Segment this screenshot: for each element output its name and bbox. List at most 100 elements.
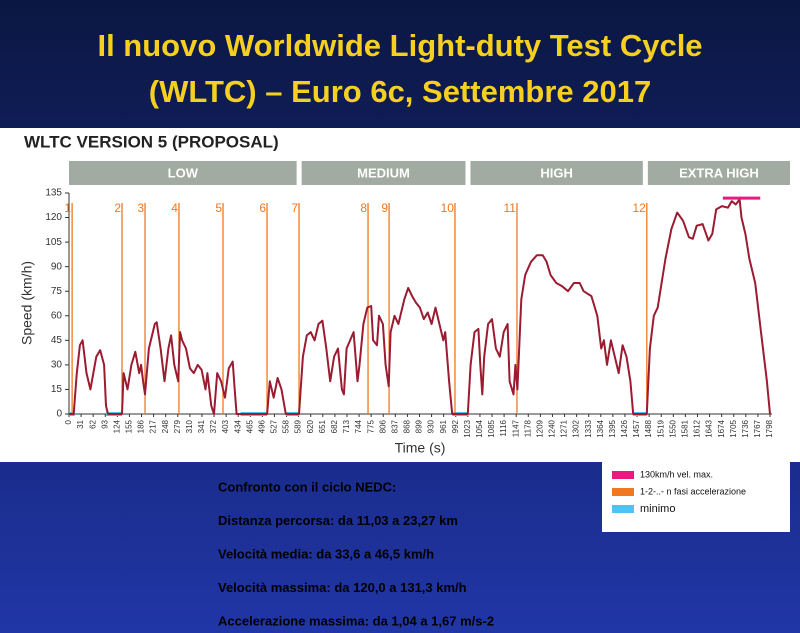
marker-label: 1 <box>64 201 71 215</box>
x-tick-label: 1488 <box>644 419 653 437</box>
x-tick-label: 403 <box>221 419 230 433</box>
legend-swatch <box>612 505 634 513</box>
x-tick-label: 1333 <box>584 419 593 437</box>
x-tick-label: 1643 <box>705 419 714 437</box>
x-tick-label: 155 <box>125 419 134 433</box>
x-tick-label: 620 <box>306 419 315 433</box>
phase-label: EXTRA HIGH <box>679 165 759 180</box>
x-tick-label: 1767 <box>753 419 762 437</box>
marker-label: 4 <box>171 201 178 215</box>
x-tick-label: 558 <box>282 419 291 433</box>
x-tick-label: 217 <box>149 419 158 433</box>
marker-label: 12 <box>632 201 646 215</box>
y-tick-label: 0 <box>56 409 62 420</box>
x-tick-label: 527 <box>270 419 279 433</box>
x-axis-label: Time (s) <box>395 440 446 456</box>
x-tick-label: 930 <box>427 419 436 433</box>
x-tick-label: 31 <box>76 419 85 428</box>
x-tick-label: 434 <box>233 419 242 433</box>
y-tick-label: 105 <box>45 237 62 248</box>
slide-title: Il nuovo Worldwide Light-duty Test Cycle <box>97 28 702 63</box>
phase-label: LOW <box>168 165 199 180</box>
x-tick-label: 0 <box>64 419 73 424</box>
x-tick-label: 1085 <box>487 419 496 437</box>
slide-title: (WLTC) – Euro 6c, Settembre 2017 <box>149 74 651 109</box>
x-tick-label: 1271 <box>560 419 569 437</box>
x-tick-label: 465 <box>245 419 254 433</box>
marker-label: 3 <box>137 201 144 215</box>
x-tick-label: 1519 <box>656 419 665 437</box>
x-tick-label: 837 <box>390 419 399 433</box>
marker-label: 7 <box>291 201 298 215</box>
x-tick-label: 124 <box>112 419 121 433</box>
phase-band <box>647 161 790 185</box>
note-line: Velocità massima: da 120,0 a 131,3 km/h <box>218 580 467 595</box>
legend-label: minimo <box>640 503 675 515</box>
x-tick-label: 310 <box>185 419 194 433</box>
x-tick-label: 1178 <box>523 419 532 437</box>
marker-label: 6 <box>259 201 266 215</box>
x-tick-label: 496 <box>257 419 266 433</box>
x-tick-label: 1023 <box>463 419 472 437</box>
marker-label: 8 <box>360 201 367 215</box>
x-tick-label: 62 <box>88 419 97 428</box>
y-tick-label: 45 <box>51 335 63 346</box>
phase-label: HIGH <box>540 165 573 180</box>
y-tick-label: 75 <box>51 286 63 297</box>
x-tick-label: 1395 <box>608 419 617 437</box>
y-tick-label: 60 <box>51 310 63 321</box>
phase-label: MEDIUM <box>357 165 410 180</box>
phase-band <box>470 161 643 185</box>
x-tick-label: 186 <box>137 419 146 433</box>
x-tick-label: 1302 <box>572 419 581 437</box>
x-tick-label: 992 <box>451 419 460 433</box>
x-tick-label: 1054 <box>475 419 484 437</box>
x-tick-label: 1426 <box>620 419 629 437</box>
speed-line <box>69 198 771 415</box>
x-tick-label: 1240 <box>548 419 557 437</box>
x-tick-label: 744 <box>354 419 363 433</box>
phase-band <box>301 161 466 185</box>
legend-swatch <box>612 471 634 479</box>
x-tick-label: 93 <box>100 419 109 428</box>
y-tick-label: 30 <box>51 360 63 371</box>
marker-label: 10 <box>441 201 455 215</box>
y-axis-label: Speed (km/h) <box>19 261 35 345</box>
x-tick-label: 1364 <box>596 419 605 437</box>
legend-swatch <box>612 488 634 496</box>
note-line: Accelerazione massima: da 1,04 a 1,67 m/… <box>218 613 494 628</box>
legend-label: 130km/h vel. max. <box>640 469 713 479</box>
marker-label: 5 <box>215 201 222 215</box>
x-tick-label: 279 <box>173 419 182 433</box>
chart-title: WLTC VERSION 5 (PROPOSAL) <box>24 132 279 151</box>
x-tick-label: 1736 <box>741 419 750 437</box>
y-tick-label: 120 <box>45 212 62 223</box>
x-tick-label: 589 <box>294 419 303 433</box>
note-line: Distanza percorsa: da 11,03 a 23,27 km <box>218 513 458 528</box>
legend-label: 1-2-..- n fasi accelerazione <box>640 486 746 496</box>
x-tick-label: 1705 <box>729 419 738 437</box>
x-tick-label: 961 <box>439 419 448 433</box>
x-tick-label: 868 <box>403 419 412 433</box>
x-tick-label: 1209 <box>535 419 544 437</box>
x-tick-label: 248 <box>161 419 170 433</box>
y-tick-label: 90 <box>51 261 63 272</box>
x-tick-label: 1147 <box>511 419 520 437</box>
x-tick-label: 1581 <box>681 419 690 437</box>
phase-band <box>69 161 297 185</box>
x-tick-label: 899 <box>415 419 424 433</box>
x-tick-label: 775 <box>366 419 375 433</box>
x-tick-label: 713 <box>342 419 351 433</box>
note-line: Confronto con il ciclo NEDC: <box>218 479 396 494</box>
y-tick-label: 135 <box>45 188 62 199</box>
x-tick-label: 651 <box>318 419 327 433</box>
x-tick-label: 341 <box>197 419 206 433</box>
marker-label: 11 <box>504 201 517 215</box>
marker-label: 9 <box>381 201 388 215</box>
x-tick-label: 1550 <box>668 419 677 437</box>
x-tick-label: 372 <box>209 419 218 433</box>
x-tick-label: 806 <box>378 419 387 433</box>
x-tick-label: 1612 <box>693 419 702 437</box>
note-line: Velocità media: da 33,6 a 46,5 km/h <box>218 546 434 561</box>
